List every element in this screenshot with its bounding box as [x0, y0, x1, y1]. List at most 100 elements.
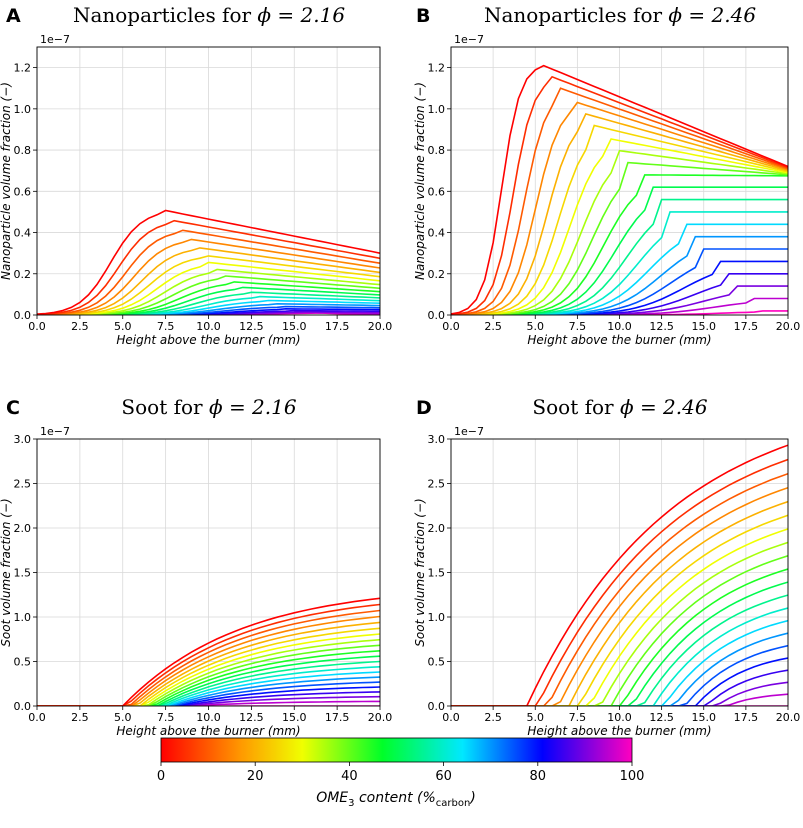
series-line-ome3-80 [451, 657, 788, 706]
colorbar-label-close: ) [469, 790, 475, 806]
series-line-ome3-50 [451, 581, 788, 706]
y-tick-label: 0.8 [428, 144, 446, 157]
x-tick-label: 12.5 [649, 711, 674, 724]
x-tick-label: 12.5 [649, 320, 674, 333]
y-axis-label: Soot volume fraction (−) [413, 498, 427, 646]
axis-offset-text: 1e−7 [454, 33, 484, 46]
series-line-ome3-0 [451, 444, 788, 706]
y-tick-label: 1.2 [428, 62, 446, 75]
panel-b: B Nanoparticles for ϕ = 2.46 0.0 2.5 5.0 7.5 1… [413, 3, 800, 347]
panel-title: Nanoparticles for ϕ = 2.16 [73, 3, 345, 27]
series-line-ome3-25 [37, 255, 380, 315]
colorbar-label-sub: 3 [348, 798, 354, 809]
series-line-ome3-10 [451, 472, 788, 706]
axis-offset-text: 1e−7 [40, 33, 70, 46]
y-tick-label: 0.2 [14, 268, 32, 281]
series-line-ome3-5 [451, 458, 788, 706]
series-line-ome3-30 [451, 528, 788, 706]
series-line-ome3-15 [37, 238, 380, 315]
panel-title-math: ϕ = 2.16 [209, 395, 297, 419]
series-line-ome3-0 [451, 64, 788, 315]
series-line-ome3-10 [37, 229, 380, 315]
panel-title-text: Nanoparticles for [73, 3, 257, 27]
x-tick-label: 2.5 [71, 320, 89, 333]
x-tick-label: 15.0 [282, 711, 307, 724]
series-line-ome3-10 [451, 87, 788, 315]
x-tick-label: 5.0 [527, 320, 545, 333]
series-line-ome3-30 [451, 138, 788, 315]
y-tick-label: 2.0 [14, 522, 32, 535]
y-tick-label: 1.0 [428, 611, 446, 624]
y-tick-label: 1.0 [14, 103, 32, 116]
y-tick-label: 0.5 [14, 656, 32, 669]
colorbar-label: OME3 content (%carbon) [316, 790, 476, 809]
colorbar-tick-label: 80 [530, 769, 547, 784]
series-line-ome3-35 [37, 638, 380, 706]
colorbar-ticks: 0 20 40 60 80 100 [157, 762, 644, 784]
series-line-ome3-25 [37, 627, 380, 706]
colorbar: 0 20 40 60 80 100 OME3 content (%carbon) [157, 737, 644, 809]
x-tick-label: 15.0 [692, 320, 717, 333]
x-tick-label: 17.5 [734, 711, 759, 724]
x-tick-label: 5.0 [114, 711, 132, 724]
series-line-ome3-5 [37, 603, 380, 706]
y-axis-label: Nanoparticle volume fraction (−) [0, 82, 13, 280]
x-tick-label: 0.0 [28, 711, 46, 724]
series-group [37, 597, 380, 706]
series-line-ome3-25 [451, 514, 788, 706]
x-axis-label: Height above the burner (mm) [116, 724, 300, 738]
axis-offset-text: 1e−7 [40, 425, 70, 438]
y-tick-label: 1.0 [14, 611, 32, 624]
x-axis-label: Height above the burner (mm) [527, 333, 711, 347]
x-tick-label: 2.5 [484, 320, 502, 333]
series-line-ome3-40 [451, 555, 788, 706]
series-line-ome3-55 [451, 594, 788, 706]
series-line-ome3-90 [451, 681, 788, 706]
series-line-ome3-95 [451, 693, 788, 706]
series-line-ome3-50 [37, 655, 380, 706]
colorbar-label-main: OME [316, 790, 348, 806]
series-line-ome3-65 [451, 619, 788, 706]
series-line-ome3-90 [451, 285, 788, 315]
x-tick-label: 20.0 [368, 711, 393, 724]
series-line-ome3-60 [451, 607, 788, 706]
series-line-ome3-20 [37, 247, 380, 315]
panel-letter: C [6, 397, 20, 419]
colorbar-label-after: content (% [355, 790, 436, 806]
series-line-ome3-45 [451, 568, 788, 706]
panel-c: C Soot for ϕ = 2.16 0.0 2.5 5.0 7.5 10.0 12.5 15… [0, 395, 392, 738]
series-line-ome3-95 [37, 700, 380, 706]
series-line-ome3-75 [37, 305, 380, 315]
series-line-ome3-60 [37, 666, 380, 706]
series-line-ome3-10 [37, 609, 380, 706]
x-axis-label: Height above the burner (mm) [527, 724, 711, 738]
series-line-ome3-85 [451, 272, 788, 315]
y-tick-label: 1.5 [14, 567, 32, 580]
panel-title-math: ϕ = 2.46 [620, 395, 708, 419]
series-line-ome3-20 [37, 621, 380, 706]
y-tick-label: 0.8 [14, 144, 32, 157]
panel-title: Soot for ϕ = 2.16 [121, 395, 296, 419]
series-line-ome3-90 [37, 695, 380, 706]
x-tick-label: 2.5 [71, 711, 89, 724]
panel-title: Soot for ϕ = 2.46 [532, 395, 707, 419]
series-line-ome3-75 [37, 681, 380, 706]
panel-title-math: ϕ = 2.16 [257, 3, 345, 27]
x-tick-label: 0.0 [28, 320, 46, 333]
x-tick-label: 2.5 [484, 711, 502, 724]
y-axis-label: Nanoparticle volume fraction (−) [413, 82, 427, 280]
series-line-ome3-20 [451, 112, 788, 315]
x-tick-label: 10.0 [196, 320, 221, 333]
series-group [37, 209, 380, 315]
x-axis-label: Height above the burner (mm) [116, 333, 300, 347]
series-line-ome3-15 [451, 486, 788, 706]
series-line-ome3-40 [37, 644, 380, 706]
colorbar-tick-label: 60 [435, 769, 452, 784]
y-tick-label: 3.0 [14, 433, 32, 446]
y-tick-label: 0.4 [14, 227, 32, 240]
x-tick-label: 7.5 [157, 711, 175, 724]
y-tick-label: 0.2 [428, 268, 446, 281]
x-tick-label: 10.0 [607, 320, 632, 333]
y-tick-label: 1.0 [428, 103, 446, 116]
x-tick-label: 15.0 [692, 711, 717, 724]
